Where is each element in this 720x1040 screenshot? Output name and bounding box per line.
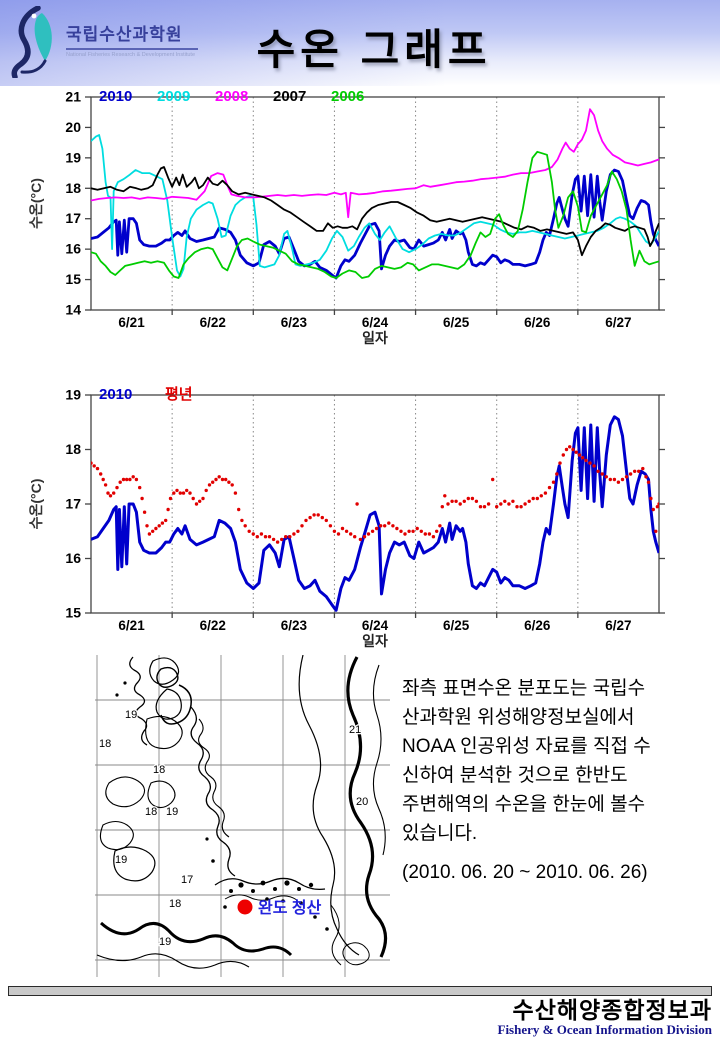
x-tick-label: 6/27 bbox=[605, 315, 631, 330]
y-tick-label: 15 bbox=[65, 271, 81, 287]
y-tick-label: 15 bbox=[65, 605, 81, 621]
y-tick-label: 20 bbox=[65, 119, 81, 135]
plot-frame bbox=[90, 96, 660, 311]
legend-2008: 2008 bbox=[215, 88, 248, 105]
y-tick-label: 16 bbox=[65, 241, 81, 257]
legend-2006: 2006 bbox=[331, 88, 364, 105]
x-tick-label: 6/22 bbox=[200, 315, 226, 330]
divider-bar bbox=[8, 986, 712, 996]
x-tick-label: 6/24 bbox=[362, 618, 389, 633]
org-name: 국립수산과학원 bbox=[66, 25, 183, 44]
station-marker-group: 완도 청산 bbox=[237, 898, 322, 917]
x-tick-label: 6/27 bbox=[605, 618, 631, 633]
x-tick-label: 6/26 bbox=[524, 315, 551, 330]
station-marker bbox=[237, 899, 253, 915]
y-tick-label: 19 bbox=[65, 149, 81, 165]
legend-2010: 2010 bbox=[99, 88, 132, 105]
description-body: 좌측 표면수온 분포도는 국립수 산과학원 위성해양정보실에서 NOAA 인공위… bbox=[402, 678, 651, 844]
x-tick-label: 6/22 bbox=[200, 618, 226, 633]
y-tick-label: 18 bbox=[65, 180, 81, 196]
description-text: 좌측 표면수온 분포도는 국립수 산과학원 위성해양정보실에서 NOAA 인공위… bbox=[402, 674, 716, 884]
x-tick-label: 6/25 bbox=[443, 618, 470, 633]
series-2006 bbox=[91, 150, 659, 279]
series-2010 bbox=[91, 168, 659, 280]
contour-label: 17 bbox=[181, 874, 193, 886]
map-contours bbox=[96, 655, 388, 969]
x-tick-label: 6/21 bbox=[118, 618, 145, 633]
y-tick-label: 16 bbox=[65, 550, 81, 566]
page-title: 수온 그래프 bbox=[256, 26, 492, 73]
x-tick-label: 6/25 bbox=[443, 315, 470, 330]
x-tick-label: 6/23 bbox=[281, 315, 308, 330]
description-period: (2010. 06. 20 ~ 2010. 06. 26) bbox=[402, 862, 648, 883]
division-name-en: Fishery & Ocean Information Division bbox=[497, 1022, 713, 1037]
series-2010 bbox=[91, 415, 659, 612]
x-tick-label: 6/24 bbox=[362, 315, 389, 330]
plot-frame bbox=[90, 394, 660, 614]
x-tick-label: 6/23 bbox=[281, 618, 308, 633]
y-tick-label: 21 bbox=[65, 89, 81, 105]
series-평년 bbox=[91, 445, 659, 544]
org-name-en: National Fisheries Research & Developmen… bbox=[66, 52, 196, 58]
header: 국립수산과학원 National Fisheries Research & De… bbox=[0, 0, 720, 86]
x-tick-label: 6/21 bbox=[118, 315, 145, 330]
multi-year-temperature-chart: 14 15 16 17 18 19 20 21 6/21 6/22 6/23 6/24 6/25 6/26… bbox=[28, 88, 665, 346]
contour-label: 18 bbox=[153, 764, 165, 776]
contour-label: 21 bbox=[349, 724, 361, 736]
y-axis-label: 수온(°C) bbox=[28, 479, 44, 530]
contour-label: 20 bbox=[356, 796, 368, 808]
logo-underline bbox=[66, 48, 198, 50]
division-name-ko: 수산해양종합정보과 bbox=[512, 997, 712, 1023]
y-tick-label: 19 bbox=[65, 387, 81, 403]
contour-label: 18 bbox=[99, 738, 111, 750]
x-axis-label: 일자 bbox=[362, 633, 388, 649]
map-grid bbox=[95, 655, 390, 977]
y-tick-label: 17 bbox=[65, 496, 81, 512]
legend-2010: 2010 bbox=[99, 386, 132, 403]
contour-label: 19 bbox=[125, 709, 137, 721]
fish-logo-icon bbox=[11, 6, 52, 78]
org-logo: 국립수산과학원 National Fisheries Research & De… bbox=[10, 6, 210, 80]
series-2009 bbox=[91, 134, 659, 278]
current-vs-normal-temperature-chart: 15 16 17 18 19 6/21 6/22 6/23 6/24 6/25 6/26 6/27 일자… bbox=[28, 385, 665, 649]
series-2007 bbox=[91, 166, 659, 257]
y-tick-label: 14 bbox=[65, 302, 81, 318]
legend-2007: 2007 bbox=[273, 88, 306, 105]
contour-label: 18 bbox=[145, 806, 157, 818]
legend-2009: 2009 bbox=[157, 88, 190, 105]
y-axis-label: 수온(°C) bbox=[28, 178, 44, 229]
contour-label: 19 bbox=[115, 854, 127, 866]
contour-label: 19 bbox=[159, 936, 171, 948]
contour-label: 18 bbox=[169, 898, 181, 910]
map-islands bbox=[115, 681, 329, 931]
legend-평년: 평년 bbox=[165, 385, 193, 403]
x-axis-label: 일자 bbox=[362, 330, 388, 346]
station-label: 완도 청산 bbox=[258, 898, 322, 917]
contour-label: 19 bbox=[166, 806, 178, 818]
x-tick-label: 6/26 bbox=[524, 618, 551, 633]
y-tick-label: 17 bbox=[65, 210, 81, 226]
series-2008 bbox=[91, 108, 659, 219]
y-tick-label: 18 bbox=[65, 441, 81, 457]
footer: 수산해양종합정보과 Fishery & Ocean Information Di… bbox=[498, 998, 713, 1037]
